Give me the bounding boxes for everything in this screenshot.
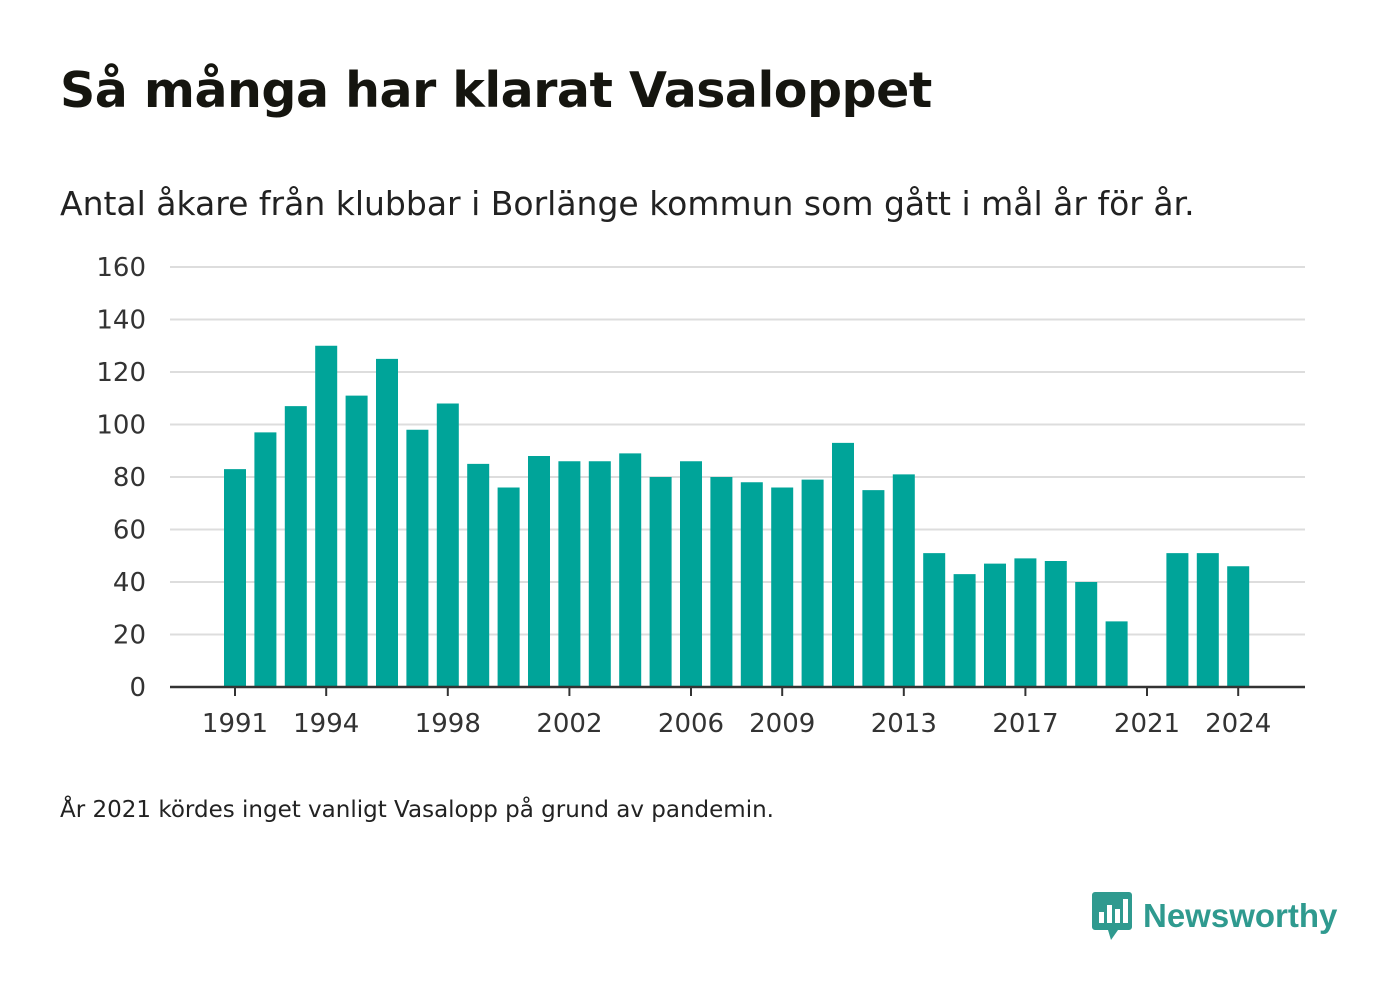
bar-1995 (345, 395, 368, 687)
bar-2008 (740, 482, 763, 687)
x-axis-labels: 1991 1994 1998 2002 2006 2009 2013 2017 2021 2024 (202, 709, 1271, 739)
y-tick-label: 20 (113, 621, 146, 651)
bar-1993 (284, 406, 307, 687)
bar-2000 (497, 487, 520, 687)
y-tick-label: 120 (96, 358, 146, 388)
bar-2020 (1105, 621, 1128, 687)
x-tick-label: 1994 (293, 709, 359, 739)
bar-2009 (771, 487, 794, 687)
x-tick-label: 2017 (992, 709, 1058, 739)
bar-1997 (406, 429, 429, 687)
x-tick-label: 1991 (202, 709, 268, 739)
bar-2005 (649, 477, 672, 687)
bar-2003 (588, 461, 611, 687)
bar-1992 (254, 432, 277, 687)
brand[interactable]: Newsworthy (1091, 890, 1337, 942)
x-tick-label: 2006 (658, 709, 724, 739)
bar-2018 (1044, 561, 1067, 687)
footnote: År 2021 kördes inget vanligt Vasalopp på… (60, 797, 774, 823)
bar-2023 (1196, 553, 1219, 687)
bar-1994 (315, 345, 338, 687)
bar-2010 (801, 479, 824, 687)
bar-1999 (467, 463, 490, 687)
y-tick-label: 140 (96, 306, 146, 336)
chart-subtitle: Antal åkare från klubbar i Borlänge komm… (60, 184, 1195, 223)
bars (224, 345, 1250, 687)
bar-2004 (619, 453, 642, 687)
x-axis (170, 685, 1305, 696)
x-tick-label: 1998 (415, 709, 481, 739)
y-tick-label: 100 (96, 411, 146, 441)
bar-2001 (528, 456, 550, 687)
x-tick-label: 2024 (1205, 709, 1271, 739)
x-tick-label: 2013 (871, 709, 937, 739)
brand-name: Newsworthy (1143, 897, 1338, 934)
chart-title: Så många har klarat Vasaloppet (60, 62, 932, 119)
bar-1991 (224, 469, 246, 687)
x-tick-label: 2021 (1114, 709, 1180, 739)
y-axis-labels: 0 20 40 60 80 100 120 140 160 (96, 253, 146, 703)
y-tick-label: 80 (113, 463, 146, 493)
newsworthy-logo-icon (1092, 892, 1132, 940)
y-tick-label: 40 (113, 568, 146, 598)
x-tick-label: 2002 (536, 709, 602, 739)
bar-2015 (953, 574, 976, 687)
bar-2006 (680, 461, 702, 687)
bar-2014 (923, 553, 946, 687)
bar-2012 (862, 490, 885, 687)
x-tick-label: 2009 (749, 709, 815, 739)
bar-2013 (892, 474, 915, 687)
bar-chart: 0 20 40 60 80 100 120 140 160 1991 1994 1998 2002 20… (96, 253, 1305, 739)
bar-2017 (1014, 558, 1037, 687)
bar-2022 (1166, 553, 1189, 687)
bar-1996 (376, 358, 398, 687)
bar-2011 (832, 442, 854, 687)
bar-2024 (1227, 566, 1250, 687)
y-tick-label: 0 (129, 673, 146, 703)
bar-2016 (984, 563, 1006, 687)
gridlines (170, 266, 1305, 636)
y-tick-label: 160 (96, 253, 146, 283)
bar-2007 (710, 477, 733, 687)
bar-2019 (1075, 582, 1098, 687)
y-tick-label: 60 (113, 516, 146, 546)
bar-2002 (558, 461, 581, 687)
bar-1998 (436, 403, 459, 687)
